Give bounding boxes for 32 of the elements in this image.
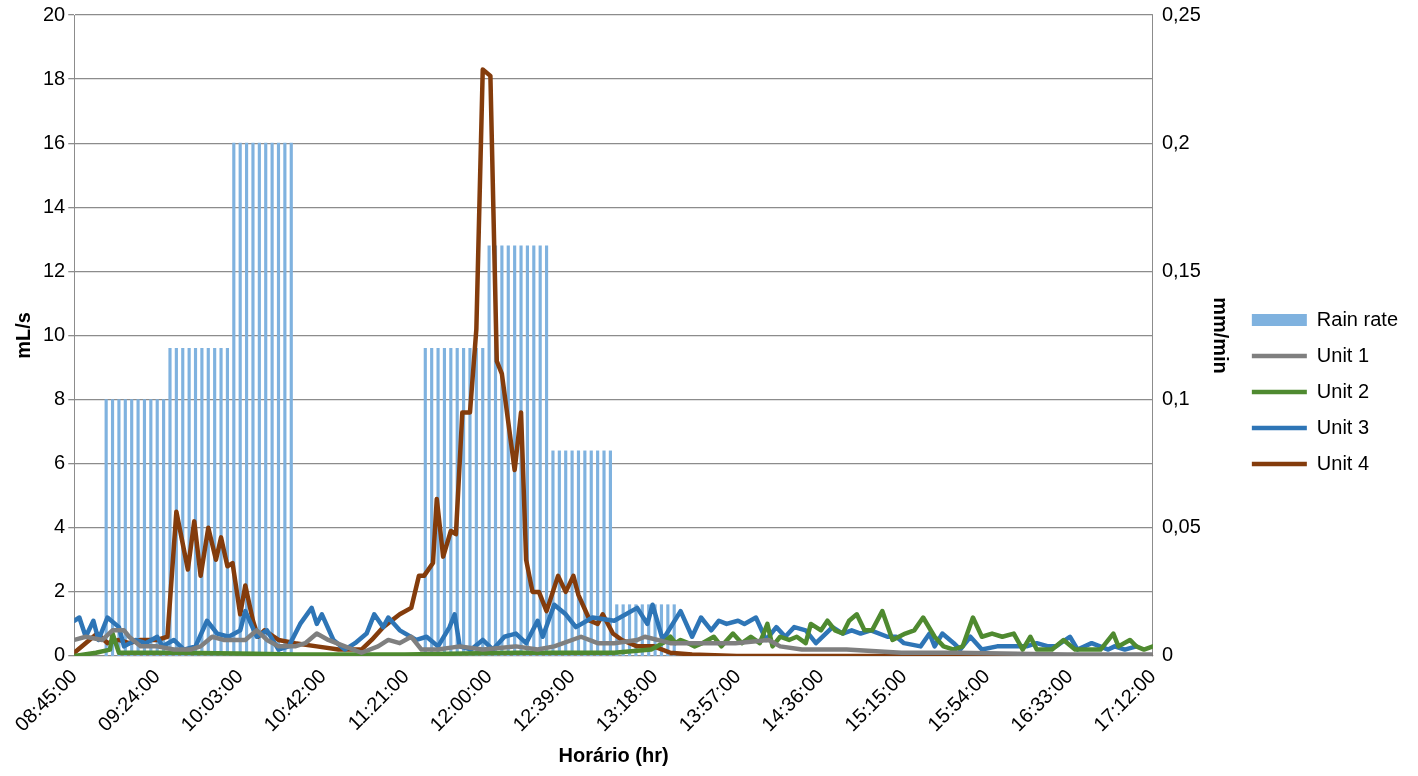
- x-axis-title: Horário (hr): [558, 743, 669, 766]
- y2-tick-label: 0,15: [1161, 258, 1201, 281]
- bar: [142, 399, 147, 656]
- bar: [149, 399, 153, 656]
- y-tick-label: 20: [43, 2, 66, 25]
- y-tick-label: 2: [54, 579, 66, 602]
- y-tick-label: 10: [43, 323, 66, 346]
- legend-label: Unit 1: [1316, 343, 1370, 366]
- bar: [136, 399, 140, 656]
- legend-label: Unit 2: [1316, 379, 1370, 402]
- y2-tick-label: 0,25: [1161, 2, 1201, 25]
- legend-label: Rain rate: [1316, 307, 1398, 330]
- bar: [130, 399, 134, 656]
- legend-label: Unit 3: [1316, 415, 1370, 438]
- y2-axis-title: mm/min: [1210, 297, 1233, 374]
- y2-tick-label: 0,05: [1161, 515, 1201, 538]
- y-tick-label: 4: [54, 515, 66, 538]
- y-tick-label: 8: [54, 387, 66, 410]
- y-tick-label: 6: [54, 451, 66, 474]
- bar: [481, 347, 485, 656]
- y2-tick-label: 0: [1161, 643, 1174, 666]
- y-tick-label: 12: [43, 258, 66, 281]
- legend-label: Unit 4: [1316, 451, 1370, 474]
- y2-tick-label: 0,1: [1161, 387, 1190, 410]
- y-tick-label: 16: [43, 130, 66, 153]
- y2-tick-label: 0,2: [1161, 130, 1190, 153]
- y-tick-label: 0: [54, 643, 66, 666]
- y-tick-label: 14: [43, 194, 66, 217]
- y-axis-title: mL/s: [11, 312, 34, 359]
- y-tick-label: 18: [43, 66, 66, 89]
- bar: [487, 245, 491, 656]
- bar: [602, 450, 606, 656]
